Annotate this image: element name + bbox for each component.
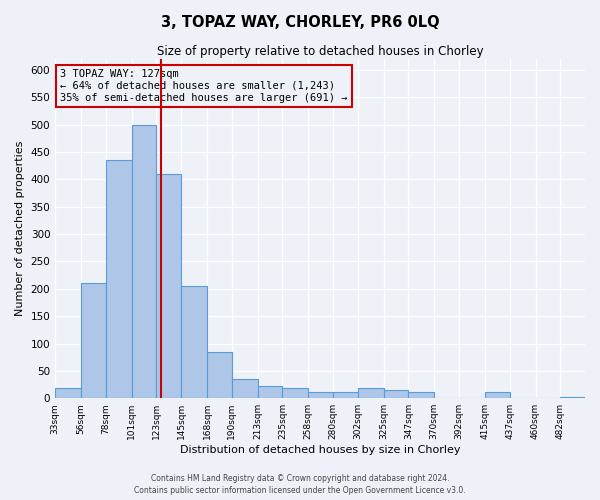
- Bar: [181, 286, 207, 398]
- Bar: [333, 392, 358, 398]
- Bar: [106, 160, 131, 398]
- Bar: [207, 352, 232, 398]
- Bar: [283, 388, 308, 398]
- Bar: [257, 386, 283, 398]
- Bar: [131, 125, 157, 398]
- Bar: [232, 379, 257, 398]
- Bar: [560, 396, 585, 398]
- Text: Contains HM Land Registry data © Crown copyright and database right 2024.
Contai: Contains HM Land Registry data © Crown c…: [134, 474, 466, 495]
- Bar: [308, 392, 333, 398]
- Bar: [485, 392, 509, 398]
- X-axis label: Distribution of detached houses by size in Chorley: Distribution of detached houses by size …: [180, 445, 460, 455]
- Bar: [383, 390, 409, 398]
- Title: Size of property relative to detached houses in Chorley: Size of property relative to detached ho…: [157, 45, 484, 58]
- Bar: [358, 388, 383, 398]
- Y-axis label: Number of detached properties: Number of detached properties: [15, 141, 25, 316]
- Bar: [55, 388, 81, 398]
- Bar: [157, 174, 181, 398]
- Text: 3, TOPAZ WAY, CHORLEY, PR6 0LQ: 3, TOPAZ WAY, CHORLEY, PR6 0LQ: [161, 15, 439, 30]
- Bar: [81, 284, 106, 398]
- Bar: [409, 392, 434, 398]
- Text: 3 TOPAZ WAY: 127sqm
← 64% of detached houses are smaller (1,243)
35% of semi-det: 3 TOPAZ WAY: 127sqm ← 64% of detached ho…: [61, 70, 348, 102]
